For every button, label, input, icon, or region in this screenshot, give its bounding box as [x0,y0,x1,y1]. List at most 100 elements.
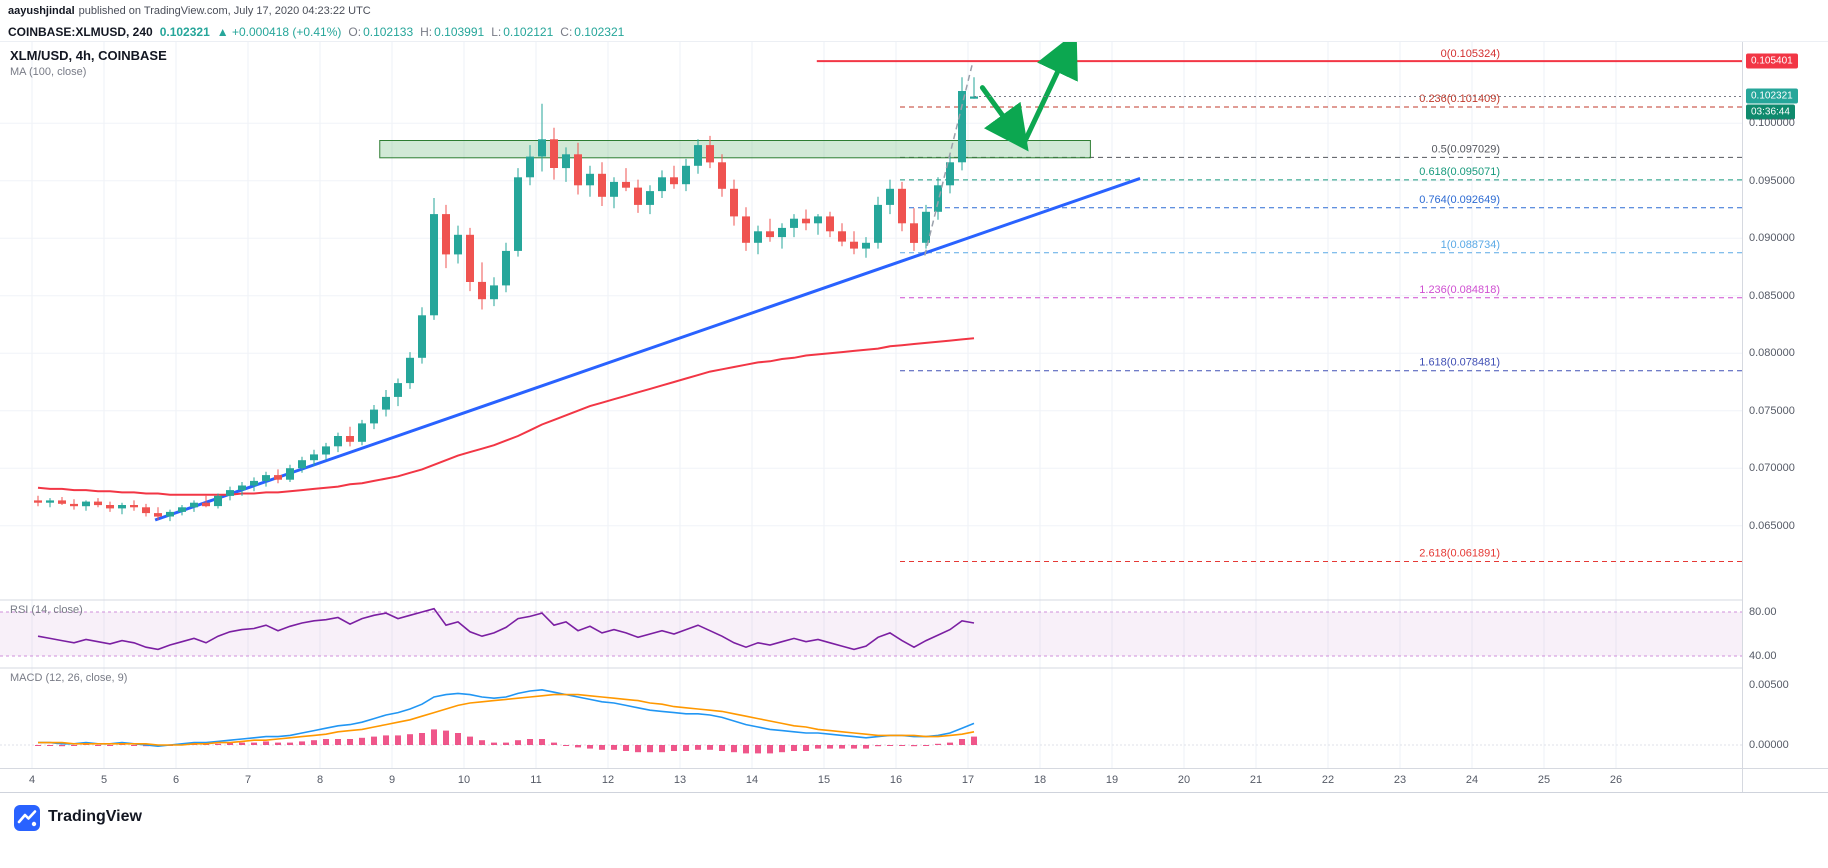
time-axis-label: 18 [1033,774,1047,786]
fib-level-label: 0.5(0.097029) [1432,143,1501,155]
price-axis[interactable]: 0.105401 0.102321 03:36:44 0.100000 0.095… [1742,42,1828,768]
time-axis[interactable]: 4 5 6 7 8 9 10 11 12 13 14 15 16 17 18 19 20 21 22 23 24 25 26 [0,768,1742,792]
attribution-text: published on TradingView.com, July 17, 2… [78,5,371,17]
macd-histogram [35,729,977,754]
time-axis-label: 20 [1177,774,1191,786]
candle [430,198,438,320]
candle [262,471,270,487]
macd-signal-line [38,693,975,746]
time-axis-label: 10 [457,774,471,786]
bar-countdown-badge: 03:36:44 [1746,104,1795,120]
candle [790,214,798,238]
candle [946,154,954,194]
close-value: 0.102321 [574,24,625,39]
time-axis-label: 11 [530,774,542,786]
candle [106,501,114,512]
candle [910,208,918,251]
chart-title[interactable]: XLM/USD, 4h, COINBASE [10,48,167,63]
candle [214,493,222,509]
chart-legend: XLM/USD, 4h, COINBASE MA (100, close) [10,48,167,78]
candle [94,498,102,508]
fib-level-label: 0.236(0.101409) [1419,93,1500,105]
time-axis-label: 21 [1249,774,1263,786]
candle [586,165,594,197]
candle [670,165,678,189]
fib-retracement[interactable]: 0(0.105324) 0.236(0.101409) 0.5(0.097029) 0… [900,48,1742,562]
candlestick-series [34,77,978,522]
macd-pane-title[interactable]: MACD (12, 26, close, 9) [10,672,128,684]
fib-level-label: 0(0.105324) [1441,48,1500,60]
rsi-axis-label: 80.00 [1749,606,1777,618]
candle [826,211,834,238]
candle [622,168,630,192]
candle [250,477,258,492]
time-axis-label: 14 [745,774,759,786]
close-label: C: [560,24,573,39]
fib-level-label: 1(0.088734) [1441,239,1500,251]
candle [754,225,762,255]
trend-arrow[interactable] [979,85,1029,152]
candle [934,177,942,220]
candle [682,158,690,192]
low-label: L: [491,24,502,39]
candle [34,495,42,507]
price-change: ▲ +0.000418 (+0.41%) [216,24,342,39]
resistance-zone-box[interactable] [379,140,1091,159]
price-axis-label: 0.065000 [1749,519,1795,532]
candle [886,179,894,215]
candle [574,142,582,195]
candle [562,147,570,182]
candle [358,419,366,446]
candle [502,242,510,293]
brand-name[interactable]: TradingView [48,808,142,825]
rsi-pane-title[interactable]: RSI (14, close) [10,604,83,616]
candle [274,469,282,484]
time-axis-label: 24 [1465,774,1479,786]
time-axis-label: 26 [1609,774,1623,786]
ma-100-line [37,337,975,496]
candle [898,181,906,232]
candle [322,442,330,461]
support-trendline[interactable] [154,176,1141,522]
candle [202,495,210,508]
candle [82,500,90,511]
axis-corner [1742,768,1828,792]
fib-level-label: 1.236(0.084818) [1419,284,1500,296]
high-value: 0.103991 [434,24,485,39]
candle [226,486,234,501]
candle [418,307,426,364]
tradingview-logo-icon[interactable] [14,805,40,831]
candle [802,209,810,231]
chart-canvas[interactable]: 0(0.105324) 0.236(0.101409) 0.5(0.097029) 0… [0,42,1742,768]
price-axis-label: 0.075000 [1749,404,1795,417]
candle [850,231,858,255]
time-axis-label: 6 [172,774,180,786]
low-value: 0.102121 [503,24,554,39]
candle [778,223,786,249]
open-value: 0.102133 [363,24,414,39]
projection-dashed-line [924,63,974,256]
candle [742,207,750,251]
candle [178,505,186,516]
symbol-name[interactable]: COINBASE:XLMUSD, 240 [8,24,153,39]
candle [142,503,150,517]
resistance-price-badge: 0.105401 [1746,53,1798,69]
last-price-badge: 0.102321 [1746,88,1798,104]
time-axis-label: 4 [28,774,36,786]
price-axis-label: 0.080000 [1749,347,1795,360]
symbol-info-bar: COINBASE:XLMUSD, 240 0.102321 ▲ +0.00041… [0,22,1828,42]
time-axis-label: 25 [1537,774,1551,786]
candle [154,507,162,520]
candle [286,464,294,482]
candle [478,262,486,310]
time-axis-label: 5 [100,774,108,786]
candle [526,145,534,186]
candle [814,214,822,235]
rsi-axis-label: 40.00 [1749,650,1777,662]
candle [730,179,738,226]
ma-legend[interactable]: MA (100, close) [10,66,87,78]
candle [46,498,54,508]
open-label: O: [348,24,362,39]
trend-arrow[interactable] [1021,42,1078,146]
